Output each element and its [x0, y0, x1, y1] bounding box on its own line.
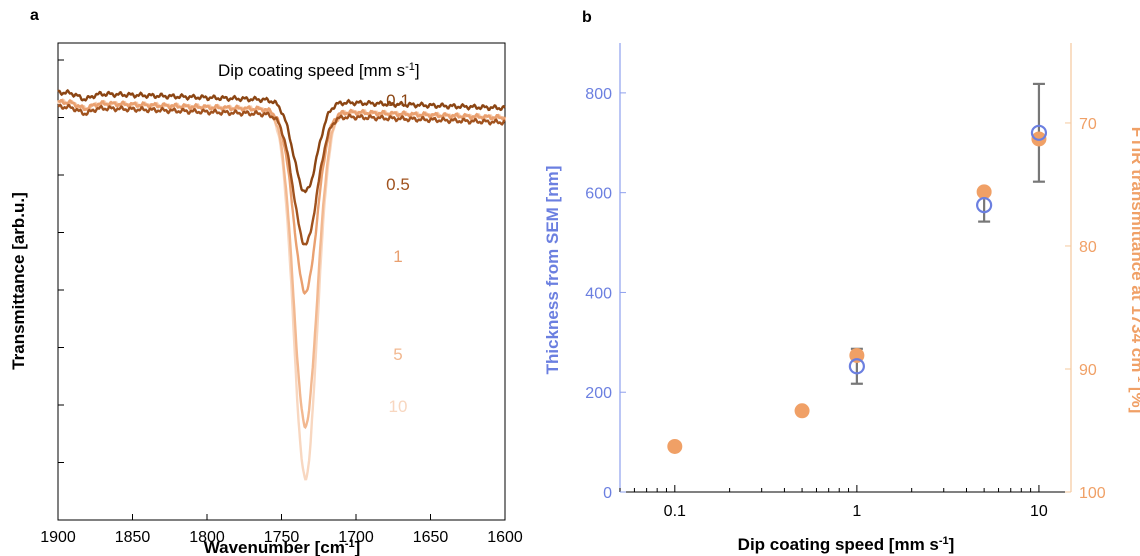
thickness-point — [976, 197, 993, 214]
panel-a-letter: a — [30, 7, 39, 24]
panel-a-legend-title: Dip coating speed [mm s-1] — [218, 61, 420, 80]
ftir-point — [794, 403, 810, 419]
panel-b-right-ticks: 70 80 90 100 — [1065, 116, 1106, 502]
thickness-point — [848, 358, 865, 375]
spectrum-line — [56, 98, 506, 481]
panel-b-letter: b — [582, 9, 592, 26]
x-tick-label: 1750 — [264, 529, 300, 546]
panel-a-x-axis-label: Wavenumber [cm-1] — [204, 538, 361, 556]
panel-a: 1900 1850 1800 1750 1700 1650 1600 0.10.51510 … — [9, 42, 523, 556]
panel-b-x-ticks: 0.1 1 10 — [619, 485, 1048, 520]
left-tick-label: 400 — [585, 285, 612, 302]
x-tick-label: 1700 — [338, 529, 374, 546]
panel-b-error-bars — [850, 82, 1045, 385]
ftir-point — [667, 438, 683, 454]
series-label: 5 — [393, 345, 402, 364]
panel-a-series-labels: 0.1 0.5 1 5 10 — [386, 91, 410, 416]
right-tick-label: 70 — [1079, 116, 1097, 133]
x-tick-label: 0.1 — [664, 503, 686, 520]
panel-b: 0.1 1 10 0 200 400 600 800 70 80 90 100 Dip coati… — [543, 43, 1140, 554]
left-tick-label: 600 — [585, 186, 612, 203]
right-tick-label: 90 — [1079, 362, 1097, 379]
ftir-point — [976, 184, 992, 200]
x-tick-label: 1800 — [189, 529, 225, 546]
spectrum-line — [57, 103, 506, 246]
panel-b-left-axis-label: Thickness from SEM [nm] — [543, 166, 562, 375]
left-tick-label: 0 — [603, 485, 612, 502]
x-tick-label: 1900 — [40, 529, 76, 546]
x-tick-label: 1 — [852, 503, 861, 520]
left-tick-label: 200 — [585, 385, 612, 402]
x-tick-label: 10 — [1030, 503, 1048, 520]
panel-a-y-ticks — [58, 59, 64, 463]
series-label: 0.5 — [386, 175, 410, 194]
right-tick-label: 80 — [1079, 239, 1097, 256]
thickness-point — [1030, 124, 1048, 141]
spectrum-line — [57, 88, 506, 194]
series-label: 0.1 — [386, 91, 410, 110]
panel-a-spectra — [56, 88, 507, 481]
spectrum-line — [57, 98, 506, 430]
panel-b-x-axis-label: Dip coating speed [mm s-1] — [738, 535, 955, 554]
x-tick-label: 1600 — [487, 529, 523, 546]
right-tick-label: 100 — [1079, 485, 1106, 502]
panel-b-right-axis-label: FTIR transmittance at 1734 cm-1 [%] — [1128, 127, 1140, 414]
series-label: 1 — [393, 247, 402, 266]
panel-b-left-ticks: 0 200 400 600 800 — [585, 86, 626, 502]
panel-a-y-axis-label: Transmittance [arb.u.] — [9, 192, 28, 370]
panel-b-ftir-points — [667, 131, 1047, 454]
x-tick-label: 1850 — [115, 529, 151, 546]
left-tick-label: 800 — [585, 86, 612, 103]
series-label: 10 — [389, 397, 408, 416]
x-tick-label: 1650 — [413, 529, 449, 546]
panel-a-x-ticks: 1900 1850 1800 1750 1700 1650 1600 — [40, 514, 523, 546]
panel-b-thickness-points — [848, 124, 1048, 375]
